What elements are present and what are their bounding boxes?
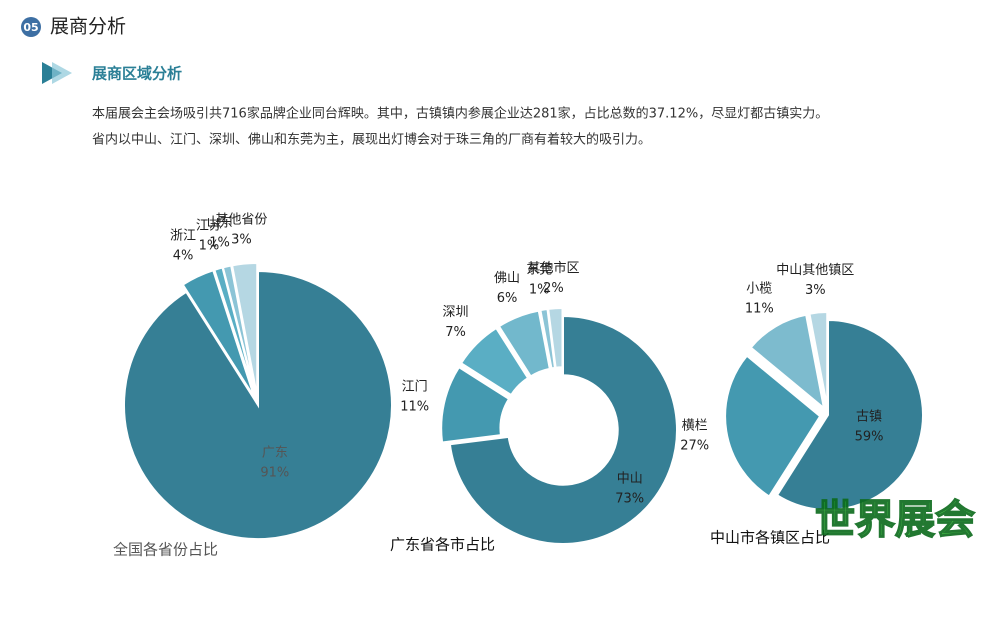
slice-value: 1% [209,236,230,251]
slice [448,314,678,545]
slice-label: 佛山 [494,271,520,286]
slice-label: 中山 [617,471,643,486]
slice-value: 73% [615,491,644,506]
slice [724,354,822,498]
paragraph: 省内以中山、江门、深圳、佛山和东莞为主，展现出灯博会对于珠三角的厂商有着较大的吸… [92,132,651,148]
icon [52,62,72,84]
slice-value: 91% [260,465,289,480]
slice-value: 6% [497,291,518,306]
slice-value: 1% [199,238,220,253]
slice-label: 东莞 [526,262,552,277]
badge: 05 [23,21,38,34]
slice-label: 广东 [262,445,288,460]
slice-value: 27% [680,439,709,454]
slice [181,269,256,399]
slice [775,318,924,511]
slice-value: 11% [400,399,429,414]
badge-circle [21,17,41,37]
slice-label: 江苏 [196,217,222,233]
slice [749,313,826,411]
slice-label: 中山其他镇区 [776,263,854,278]
chart-title: 中山市各镇区占比 [710,529,830,547]
slice [230,262,259,398]
slice-label: 其他市区 [527,260,579,276]
slice [221,264,258,398]
chart-title: 广东省各市占比 [390,536,495,554]
slice-label: 江门 [402,379,428,394]
slice-value: 3% [231,232,252,247]
paragraph: 本届展会主会场吸引共716家品牌企业同台辉映。其中，古镇镇内参展企业达281家，… [92,106,828,122]
slice-label: 山东 [207,216,233,231]
slice-value: 2% [543,281,564,296]
slice [547,307,564,369]
section-title: 展商分析 [50,16,126,38]
slice-value: 59% [855,429,884,444]
slice-value: 11% [745,301,774,316]
slice-label: 古镇 [856,409,882,424]
slice [808,311,829,408]
watermark: 世界展会 [815,497,975,543]
slice [497,309,551,378]
slice [459,326,530,397]
slice-label: 浙江 [170,228,196,243]
slice-label: 其他省份 [215,212,267,227]
chart-title: 全国各省份占比 [113,541,218,559]
slice-label: 横栏 [682,419,708,434]
slice-value: 1% [529,282,550,297]
slice-value: 3% [805,283,826,298]
subtitle: 展商区域分析 [92,65,182,83]
slice-label: 小榄 [746,280,772,296]
slice [440,365,511,444]
slice-value: 7% [445,325,466,340]
slice [123,269,393,540]
slice-label: 深圳 [443,305,469,320]
slice-value: 4% [173,248,194,263]
